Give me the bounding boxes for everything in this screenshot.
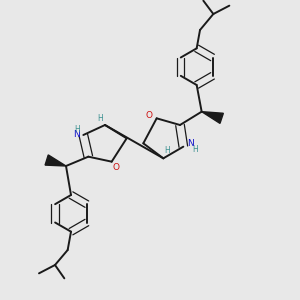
Text: H: H [193, 145, 198, 154]
Polygon shape [202, 112, 224, 123]
Text: N: N [187, 140, 194, 148]
Text: O: O [112, 163, 119, 172]
Text: H: H [97, 115, 103, 124]
Text: H: H [164, 146, 170, 155]
Polygon shape [45, 155, 66, 166]
Text: H: H [74, 125, 80, 134]
Text: O: O [146, 111, 153, 120]
Text: N: N [73, 130, 80, 140]
